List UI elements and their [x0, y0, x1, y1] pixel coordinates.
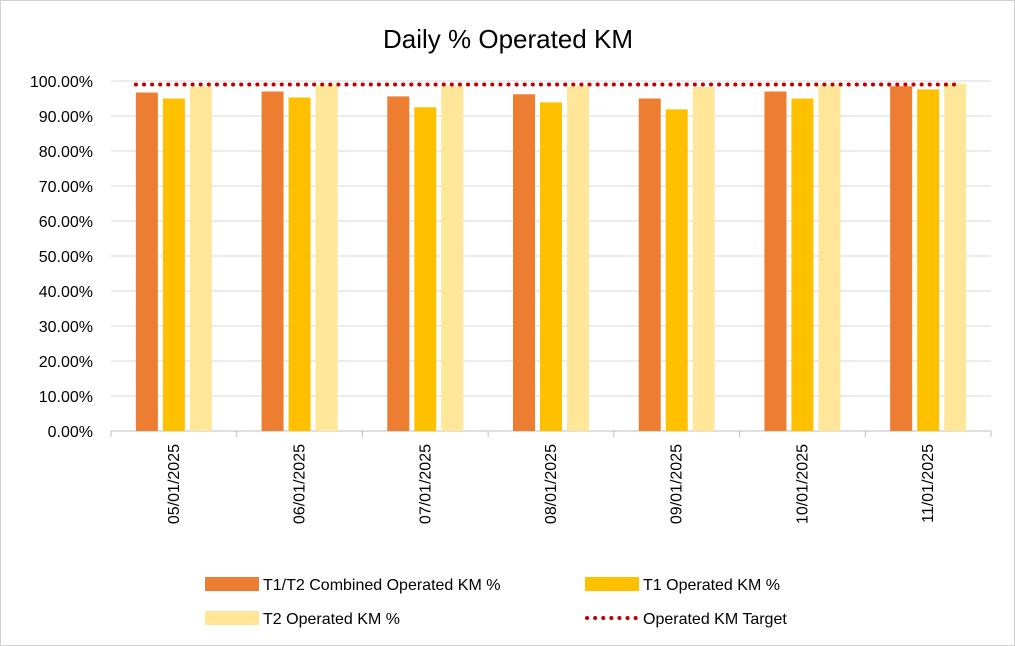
bar-1-08-01-2025 — [513, 94, 535, 432]
bar-3-09-01-2025 — [692, 86, 715, 431]
bar-1-06-01-2025 — [261, 91, 284, 431]
x-tick-label: 11/01/2025 — [920, 444, 937, 523]
bar-3-08-01-2025 — [567, 86, 589, 431]
bar-1-09-01-2025 — [638, 98, 661, 431]
y-tick-label: 0.00% — [48, 424, 93, 441]
y-tick-label: 40.00% — [39, 284, 93, 301]
y-tick-label: 70.00% — [39, 179, 93, 196]
x-tick-label: 07/01/2025 — [417, 444, 434, 524]
x-tick-label: 09/01/2025 — [669, 444, 686, 524]
bars — [135, 83, 967, 432]
bar-3-06-01-2025 — [315, 85, 338, 431]
bar-2-05-01-2025 — [162, 98, 185, 431]
legend-label: T1 Operated KM % — [643, 577, 780, 594]
legend-swatch — [205, 577, 259, 591]
legend-label: T1/T2 Combined Operated KM % — [263, 577, 500, 594]
bar-2-06-01-2025 — [288, 97, 311, 431]
bar-2-07-01-2025 — [414, 107, 437, 431]
bar-2-09-01-2025 — [665, 109, 688, 431]
legend-swatch — [585, 577, 639, 591]
bar-2-08-01-2025 — [540, 102, 562, 431]
bar-3-07-01-2025 — [441, 85, 464, 432]
bar-3-05-01-2025 — [189, 86, 212, 431]
y-tick-label: 30.00% — [39, 319, 93, 336]
y-tick-label: 10.00% — [39, 389, 93, 406]
y-tick-label: 100.00% — [30, 74, 93, 91]
y-tick-label: 20.00% — [39, 354, 93, 371]
legend-swatch — [205, 611, 259, 625]
bar-3-10-01-2025 — [818, 85, 841, 431]
legend: T1/T2 Combined Operated KM % T1 Operated … — [205, 577, 787, 628]
bar-3-11-01-2025 — [944, 83, 967, 431]
x-tick-label: 08/01/2025 — [543, 444, 560, 524]
bar-1-07-01-2025 — [387, 96, 410, 432]
bar-1-11-01-2025 — [890, 86, 913, 431]
x-tick-label: 06/01/2025 — [292, 444, 309, 524]
bar-2-10-01-2025 — [791, 98, 814, 431]
bar-2-11-01-2025 — [917, 89, 940, 432]
x-tick-label: 05/01/2025 — [166, 444, 183, 524]
bar-1-10-01-2025 — [764, 91, 787, 431]
bar-1-05-01-2025 — [135, 92, 158, 432]
y-tick-label: 80.00% — [39, 144, 93, 161]
legend-label: T2 Operated KM % — [263, 611, 400, 628]
y-tick-label: 90.00% — [39, 109, 93, 126]
x-tick-label: 10/01/2025 — [794, 444, 811, 524]
y-tick-label: 50.00% — [39, 249, 93, 266]
legend-label: Operated KM Target — [643, 611, 787, 628]
y-tick-label: 60.00% — [39, 214, 93, 231]
chart-title: Daily % Operated KM — [383, 24, 633, 54]
